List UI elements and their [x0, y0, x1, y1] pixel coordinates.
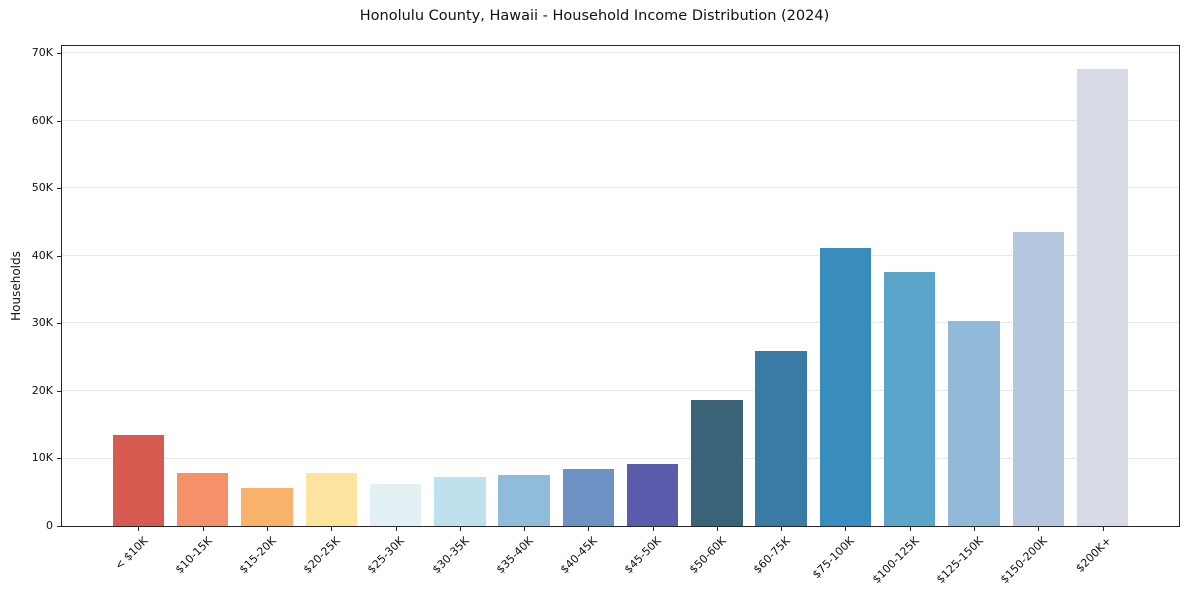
y-tick-label: 70K: [31, 46, 53, 60]
gridline: [62, 457, 1179, 459]
x-tick-mark: [1102, 527, 1104, 531]
x-tick-mark: [909, 527, 911, 531]
x-tick-label: $100-125K: [869, 534, 922, 587]
bar: [755, 351, 807, 526]
x-tick-label: $20-25K: [300, 534, 343, 577]
bar: [177, 472, 229, 526]
y-tick-mark: [57, 255, 61, 257]
x-tick-mark: [652, 527, 654, 531]
x-tick-mark: [588, 527, 590, 531]
y-tick-mark: [57, 323, 61, 325]
x-tick-label: $15-20K: [236, 534, 279, 577]
bar: [562, 469, 615, 526]
y-tick-label: 50K: [31, 181, 53, 195]
x-tick-mark: [845, 527, 847, 531]
bar: [1076, 68, 1129, 526]
plot-area: [61, 45, 1180, 527]
gridline: [62, 52, 1179, 54]
chart-title: Honolulu County, Hawaii - Household Inco…: [359, 8, 830, 24]
y-tick-label: 60K: [31, 113, 53, 127]
gridline: [62, 187, 1179, 189]
x-tick-mark: [1038, 527, 1040, 531]
bar: [626, 463, 679, 526]
x-tick-label: < $10K: [111, 534, 150, 573]
y-tick-label: 40K: [31, 248, 53, 262]
x-tick-mark: [524, 527, 526, 531]
x-tick-mark: [973, 527, 975, 531]
y-tick-mark: [57, 458, 61, 460]
x-tick-label: $150-200K: [997, 534, 1050, 587]
bar: [434, 476, 486, 526]
gridline: [62, 322, 1179, 324]
bar: [241, 487, 293, 526]
x-tick-label: $45-50K: [622, 534, 665, 577]
x-tick-label: $200K+: [1073, 534, 1115, 575]
y-tick-label: 20K: [31, 383, 53, 397]
bar: [691, 400, 743, 526]
x-tick-mark: [202, 527, 204, 531]
y-tick-mark: [57, 188, 61, 190]
x-tick-mark: [781, 527, 783, 531]
x-tick-mark: [459, 527, 461, 531]
y-tick-label: 30K: [31, 316, 53, 330]
bar: [112, 434, 165, 526]
x-tick-mark: [138, 527, 140, 531]
bar: [884, 271, 936, 526]
x-tick-label: $40-45K: [558, 534, 600, 577]
gridline: [62, 389, 1179, 391]
gridline: [62, 254, 1179, 256]
bar: [305, 473, 357, 526]
y-tick-mark: [57, 120, 61, 122]
bar: [498, 474, 550, 526]
x-tick-mark: [331, 527, 333, 531]
x-tick-label: $50-60K: [686, 534, 729, 577]
x-tick-label: $60-75K: [750, 534, 793, 577]
x-tick-label: $25-30K: [365, 534, 408, 577]
x-tick-label: $75-100K: [810, 534, 857, 582]
y-tick-mark: [57, 390, 61, 392]
gridline: [62, 119, 1179, 121]
y-tick-mark: [57, 53, 61, 55]
x-tick-mark: [267, 527, 269, 531]
x-tick-label: $35-40K: [493, 534, 536, 577]
bar: [1012, 232, 1064, 526]
x-tick-mark: [716, 527, 718, 531]
y-tick-mark: [57, 526, 61, 527]
x-tick-label: $30-35K: [429, 534, 472, 577]
bar: [369, 484, 422, 526]
x-tick-label: $10-15K: [172, 534, 215, 577]
y-tick-label: 0: [46, 519, 53, 532]
x-tick-label: $125-150K: [933, 534, 986, 587]
bar: [948, 321, 1000, 526]
bar: [819, 247, 872, 526]
y-tick-label: 10K: [31, 451, 53, 465]
x-tick-mark: [395, 527, 397, 531]
